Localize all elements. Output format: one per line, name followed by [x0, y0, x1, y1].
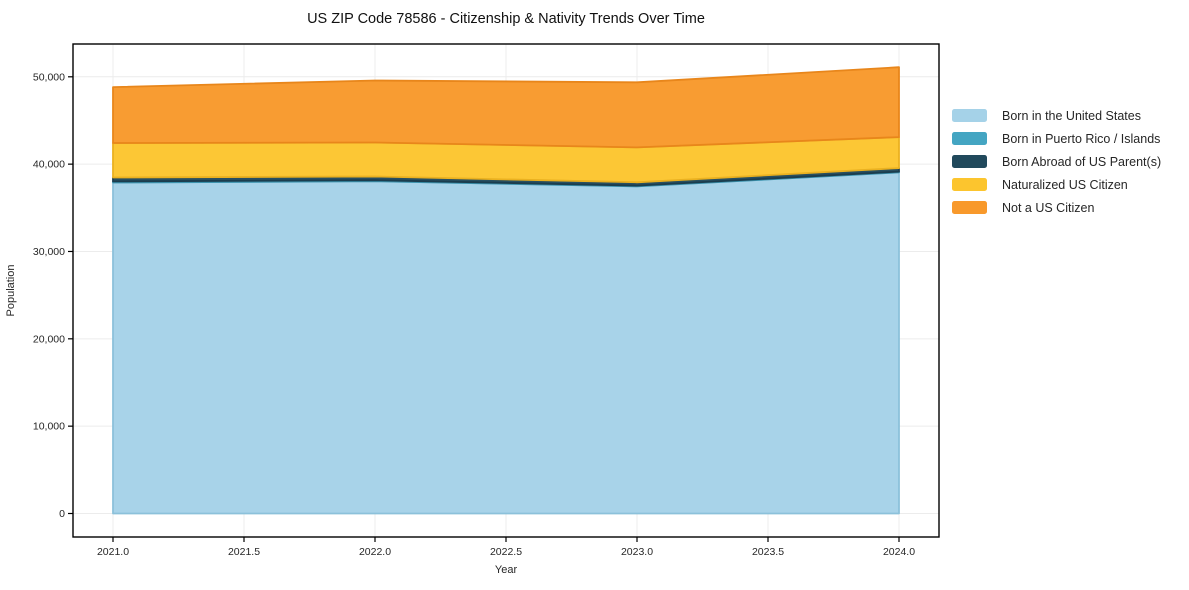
legend-item-born-abroad: Born Abroad of US Parent(s) [952, 150, 1161, 173]
legend-item-born-us: Born in the United States [952, 104, 1161, 127]
y-tick-label: 30,000 [33, 246, 65, 258]
x-tick-label: 2023.0 [621, 546, 653, 558]
chart-title: US ZIP Code 78586 - Citizenship & Nativi… [307, 11, 705, 27]
legend-swatch-born-abroad [952, 155, 987, 168]
legend-label: Born Abroad of US Parent(s) [1002, 154, 1162, 169]
x-tick-label: 2022.5 [490, 546, 522, 558]
legend-swatch-not-citizen [952, 201, 987, 214]
y-tick-label: 10,000 [33, 421, 65, 433]
y-tick-label: 40,000 [33, 159, 65, 171]
legend-item-puerto-rico: Born in Puerto Rico / Islands [952, 127, 1161, 150]
area-series-4 [112, 66, 900, 149]
legend-label: Born in Puerto Rico / Islands [1002, 131, 1161, 146]
legend-swatch-naturalized [952, 178, 987, 191]
legend-swatch-born-us [952, 109, 987, 122]
x-tick-label: 2023.5 [752, 546, 784, 558]
legend-label: Not a US Citizen [1002, 200, 1095, 215]
y-axis-label: Population [5, 265, 17, 317]
x-tick-label: 2021.5 [228, 546, 260, 558]
legend: Born in the United States Born in Puerto… [952, 104, 1161, 219]
legend-swatch-puerto-rico [952, 132, 987, 145]
x-tick-label: 2022.0 [359, 546, 391, 558]
x-axis-label: Year [495, 564, 518, 576]
legend-item-not-citizen: Not a US Citizen [952, 196, 1161, 219]
y-tick-label: 0 [59, 508, 65, 520]
x-tick-label: 2024.0 [883, 546, 915, 558]
legend-item-naturalized: Naturalized US Citizen [952, 173, 1161, 196]
x-tick-label: 2021.0 [97, 546, 129, 558]
area-series-0 [112, 171, 900, 515]
legend-label: Naturalized US Citizen [1002, 177, 1128, 192]
y-tick-label: 50,000 [33, 71, 65, 83]
legend-label: Born in the United States [1002, 108, 1141, 123]
y-tick-label: 20,000 [33, 333, 65, 345]
